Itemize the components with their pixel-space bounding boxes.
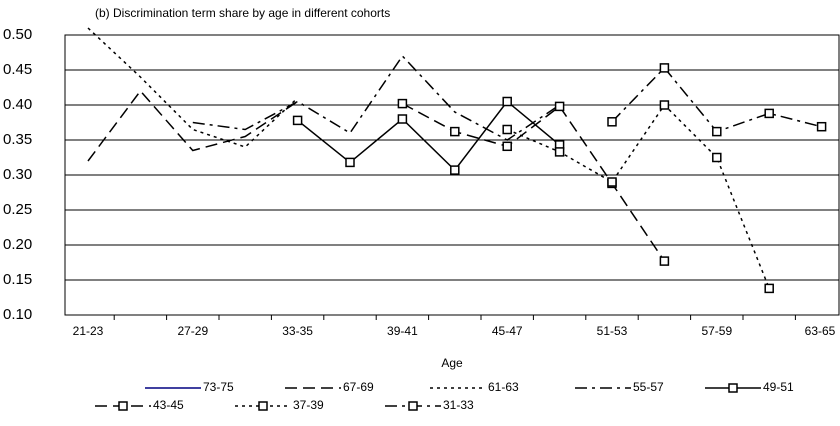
y-tick-label: 0.35	[3, 131, 32, 148]
x-tick-label: 45-47	[492, 324, 523, 338]
legend-label: 55-57	[633, 380, 664, 394]
x-tick-label: 51-53	[597, 324, 628, 338]
point-marker	[607, 177, 617, 187]
legend-label: 67-69	[343, 380, 374, 394]
point-marker	[397, 114, 408, 124]
x-tick-label: 27-29	[177, 324, 208, 338]
point-marker	[292, 115, 303, 126]
point-marker	[554, 101, 565, 112]
x-axis-label: Age	[441, 356, 463, 370]
legend-label: 73-75	[203, 380, 234, 394]
point-marker	[659, 100, 670, 110]
x-tick-label: 63-65	[805, 324, 836, 338]
series-line	[192, 54, 561, 141]
chart-title: (b) Discrimination term share by age in …	[95, 6, 390, 20]
series-line	[402, 102, 666, 262]
point-marker	[712, 126, 722, 137]
series-line	[611, 66, 822, 133]
point-marker	[397, 98, 408, 109]
x-tick-label: 57-59	[701, 324, 732, 338]
series-line	[87, 27, 299, 148]
point-marker	[554, 147, 565, 157]
y-tick-label: 0.50	[3, 26, 32, 43]
y-tick-label: 0.15	[3, 271, 32, 288]
point-marker	[659, 256, 670, 266]
y-tick-label: 0.25	[3, 201, 32, 218]
y-tick-label: 0.20	[3, 236, 32, 253]
y-tick-label: 0.45	[3, 61, 32, 78]
legend-marker	[258, 401, 268, 411]
point-marker	[345, 157, 355, 168]
y-tick-label: 0.30	[3, 166, 32, 183]
legend-marker	[728, 383, 738, 393]
point-marker	[659, 63, 670, 73]
point-marker	[450, 165, 460, 175]
x-tick-label: 21-23	[73, 324, 104, 338]
legend-marker	[118, 401, 128, 411]
legend-label: 43-45	[153, 398, 184, 412]
point-marker	[502, 124, 512, 135]
point-marker	[712, 152, 722, 163]
point-marker	[764, 108, 774, 119]
series-line	[87, 89, 299, 162]
y-tick-label: 0.10	[3, 306, 32, 323]
legend-label: 31-33	[443, 398, 474, 412]
series-line	[297, 100, 561, 172]
x-tick-label: 39-41	[387, 324, 418, 338]
legend-marker	[408, 401, 418, 411]
legend-label: 49-51	[763, 380, 794, 394]
point-marker	[607, 117, 617, 127]
y-tick-label: 0.40	[3, 96, 32, 113]
point-marker	[502, 141, 512, 152]
legend-label: 61-63	[488, 380, 519, 394]
point-marker	[450, 126, 460, 137]
legend-label: 37-39	[293, 398, 324, 412]
x-tick-label: 33-35	[282, 324, 313, 338]
point-marker	[502, 96, 512, 107]
point-marker	[816, 121, 827, 132]
plot-frame	[64, 34, 840, 316]
point-marker	[764, 283, 774, 294]
series-line	[506, 103, 770, 289]
